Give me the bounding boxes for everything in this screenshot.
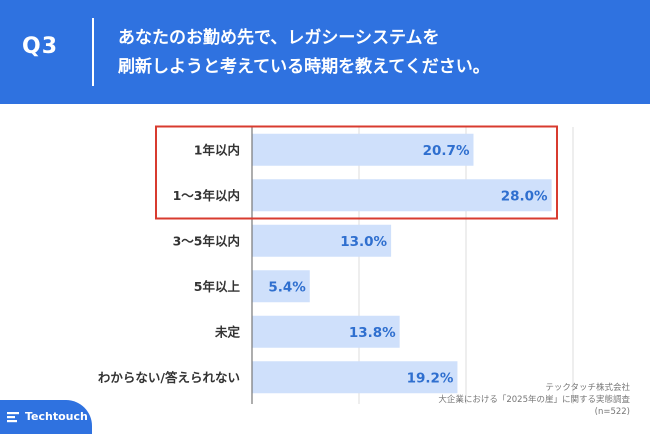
bar-2 (252, 179, 552, 212)
category-label-3: 3〜5年以内 (173, 233, 240, 248)
value-label-5: 13.8% (349, 325, 396, 341)
bar-1 (252, 133, 474, 166)
bar-5 (252, 315, 400, 348)
bar-chart: 1年以内 20.7% 1〜3年以内 28.0% 3〜5年以内 13.0% 5年以上 5.4% 未… (98, 125, 574, 404)
value-label-1: 20.7% (423, 143, 470, 159)
highlight-box (155, 125, 558, 220)
question-line-1: あなたのお勤め先で、レガシーシステムを (118, 28, 440, 48)
bar-4 (252, 270, 310, 303)
bar-6 (252, 361, 458, 394)
question-number: Q3 (22, 34, 59, 59)
value-label-2: 28.0% (501, 188, 548, 204)
category-label-4: 5年以上 (194, 279, 241, 294)
techtouch-logo-icon (7, 411, 19, 422)
category-label-2: 1〜3年以内 (173, 188, 240, 203)
value-label-4: 5.4% (268, 279, 306, 295)
category-label-1: 1年以内 (194, 142, 240, 157)
logo-tab: Techtouch (0, 400, 92, 434)
bar-3 (252, 224, 392, 257)
source-sample: (n=522) (594, 407, 630, 417)
header-divider (92, 18, 94, 86)
value-label-6: 19.2% (407, 370, 454, 386)
logo-text: Techtouch (25, 410, 88, 423)
category-label-5: 未定 (214, 324, 241, 339)
source-company: テックタッチ株式会社 (545, 383, 630, 393)
question-text: あなたのお勤め先で、レガシーシステムを 刷新しようと考えている時期を教えてくださ… (118, 24, 628, 82)
techtouch-logo: Techtouch (7, 410, 88, 423)
source-survey: 大企業における「2025年の崖」に関する実態調査 (438, 395, 630, 405)
category-label-6: わからない/答えられない (98, 370, 240, 385)
question-line-2: 刷新しようと考えている時期を教えてください。 (118, 57, 490, 77)
chart-panel: 1年以内 20.7% 1〜3年以内 28.0% 3〜5年以内 13.0% 5年以上 5.4% 未… (0, 104, 650, 434)
source-note: テックタッチ株式会社 大企業における「2025年の崖」に関する実態調査 (n=5… (438, 382, 630, 418)
value-label-3: 13.0% (340, 234, 387, 250)
header: Q3 あなたのお勤め先で、レガシーシステムを 刷新しようと考えている時期を教えて… (0, 0, 650, 104)
